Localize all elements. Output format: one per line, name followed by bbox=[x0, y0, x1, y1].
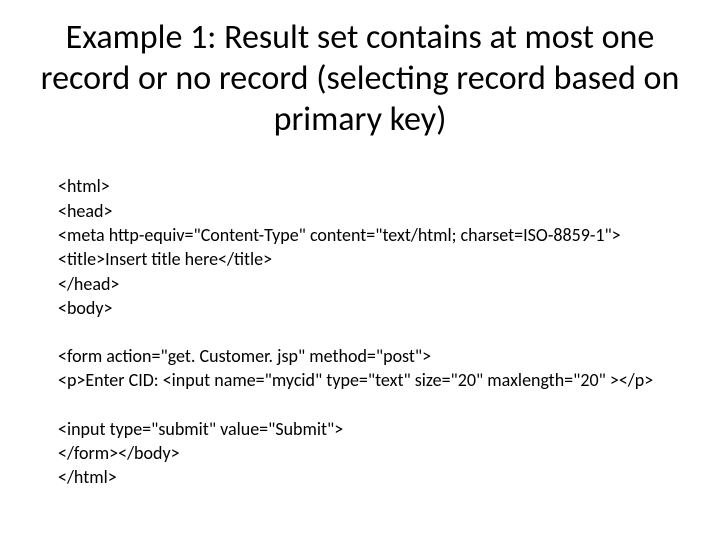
slide-container: Example 1: Result set contains at most o… bbox=[0, 0, 720, 510]
blank-line bbox=[58, 393, 692, 417]
code-line: <form action="get. Customer. jsp" method… bbox=[58, 344, 692, 368]
code-line: <input type="submit" value="Submit"> bbox=[58, 417, 692, 441]
code-line: <head> bbox=[58, 199, 692, 223]
code-line: <p>Enter CID: <input name="mycid" type="… bbox=[58, 368, 692, 392]
code-line: <meta http-equiv="Content-Type" content=… bbox=[58, 223, 692, 247]
code-line: </html> bbox=[58, 465, 692, 489]
code-line: </form></body> bbox=[58, 441, 692, 465]
blank-line bbox=[58, 320, 692, 344]
code-line: </head> bbox=[58, 272, 692, 296]
slide-title: Example 1: Result set contains at most o… bbox=[28, 18, 692, 140]
code-line: <html> bbox=[58, 174, 692, 198]
code-block: <html> <head> <meta http-equiv="Content-… bbox=[28, 174, 692, 489]
code-line: <title>Insert title here</title> bbox=[58, 247, 692, 271]
code-line: <body> bbox=[58, 296, 692, 320]
